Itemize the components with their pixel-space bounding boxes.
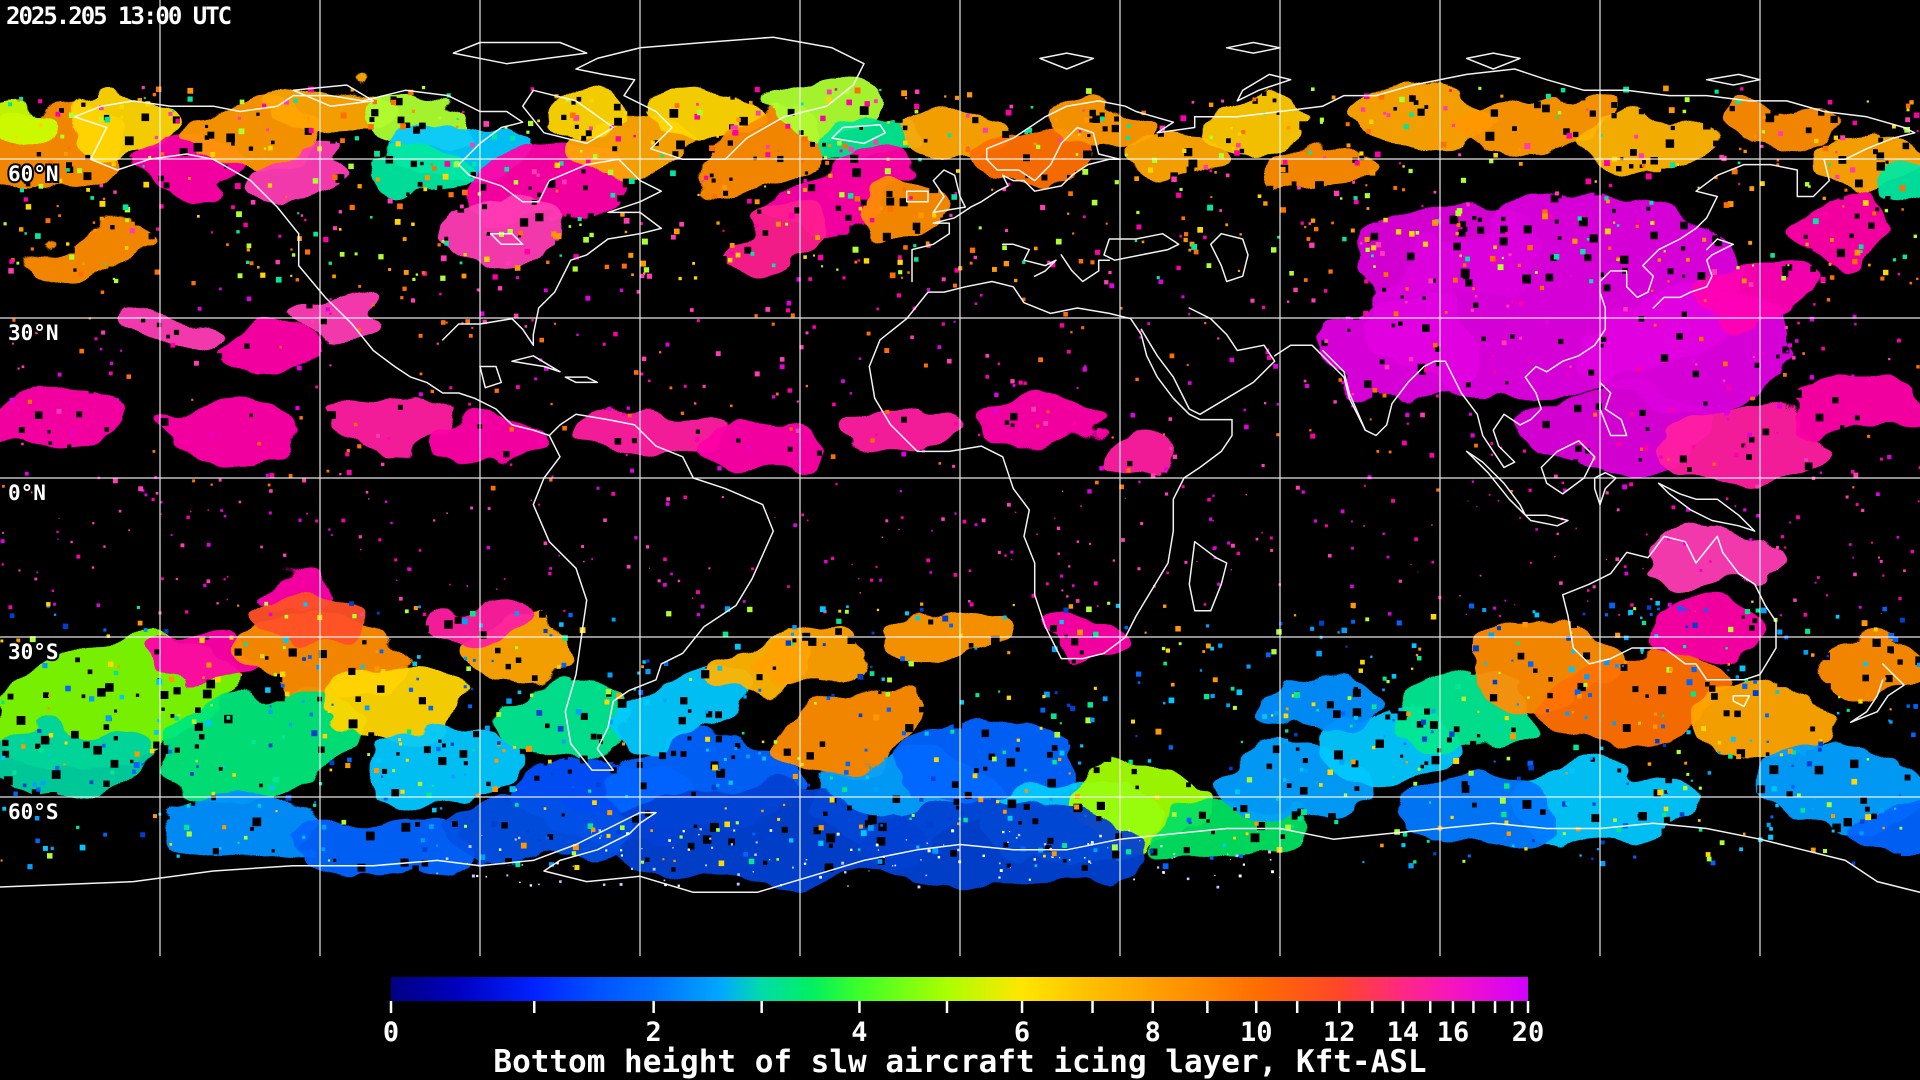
- colorbar-tick-label: 10: [1240, 1017, 1273, 1048]
- colorbar-gradient: [391, 977, 1528, 1001]
- colorbar-tick-label: 6: [1014, 1017, 1030, 1048]
- map-canvas: 60°N 30°N 0°N 30°S 60°S: [0, 0, 1920, 956]
- colorbar-tick-label: 14: [1387, 1017, 1420, 1048]
- coastlines: [0, 36, 1920, 894]
- world-map: 60°N 30°N 0°N 30°S 60°S: [0, 0, 1920, 956]
- lat-label: 0°N: [8, 481, 46, 505]
- colorbar: 0 2 4 6 8 10 12 14 16 20: [383, 977, 1544, 1048]
- colorbar-tick-label: 2: [646, 1017, 662, 1048]
- lat-label: 30°S: [8, 640, 59, 664]
- colorbar-ticks: [389, 1001, 1530, 1013]
- colorbar-tick-label: 16: [1437, 1017, 1470, 1048]
- colorbar-caption: Bottom height of slw aircraft icing laye…: [493, 1044, 1427, 1080]
- lat-label: 60°N: [8, 162, 59, 186]
- timestamp: 2025.205 13:00 UTC: [6, 2, 232, 30]
- colorbar-tick-label: 0: [383, 1017, 399, 1048]
- colorbar-tick-labels: 0 2 4 6 8 10 12 14 16 20: [383, 1017, 1544, 1048]
- lat-label: 60°S: [8, 800, 59, 824]
- latitude-labels: 60°N 30°N 0°N 30°S 60°S: [6, 160, 61, 826]
- speckle-layer: [0, 85, 1920, 889]
- lat-label: 30°N: [8, 321, 59, 345]
- colorbar-tick-label: 20: [1512, 1017, 1545, 1048]
- colorbar-tick-label: 8: [1145, 1017, 1161, 1048]
- graticule: [0, 0, 1920, 956]
- colorbar-tick-label: 4: [851, 1017, 867, 1048]
- colorbar-tick-label: 12: [1323, 1017, 1356, 1048]
